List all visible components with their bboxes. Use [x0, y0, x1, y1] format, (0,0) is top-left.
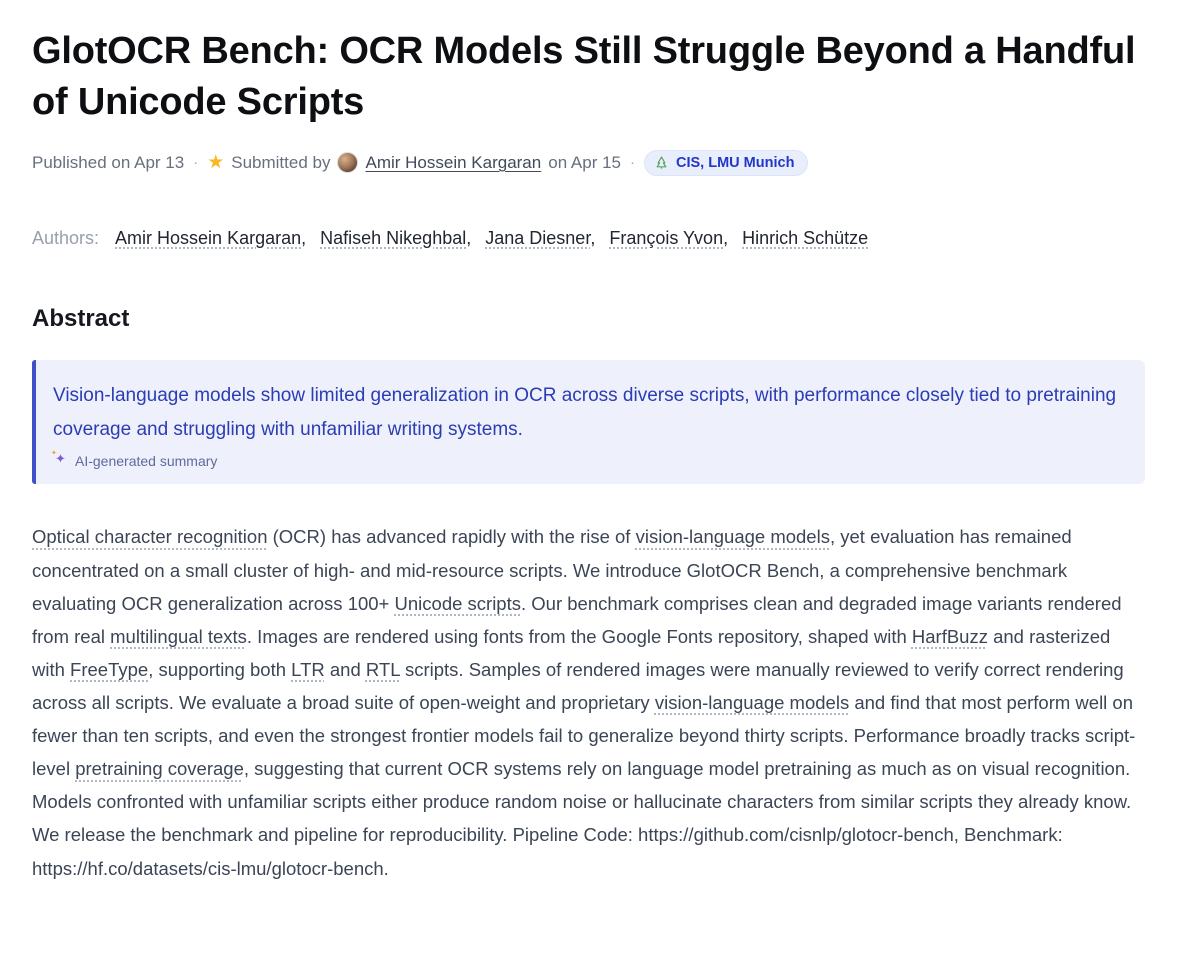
org-badge[interactable]: CIS, LMU Munich [644, 149, 809, 176]
text-segment: and find that most perform well on fewer… [32, 691, 1136, 780]
text-segment: and [324, 658, 366, 680]
text-segment: . Our benchmark comprises clean and degr… [32, 592, 1122, 647]
ai-summary-box: Vision-language models show limited gene… [32, 359, 1145, 485]
author-link[interactable]: Jana Diesner [485, 227, 591, 248]
author-link[interactable]: Amir Hossein Kargaran [115, 227, 302, 248]
submitted-by-label: Submitted by [231, 152, 331, 172]
linked-term[interactable]: LTR [291, 658, 325, 680]
linked-term[interactable]: vision-language models [635, 526, 830, 548]
meta-row: Published on Apr 13 · ★ Submitted by Ami… [32, 149, 1152, 176]
author-link[interactable]: François Yvon [609, 227, 724, 248]
text-segment: (OCR) has advanced rapidly with the rise… [267, 526, 636, 548]
published-text: Published on Apr 13 [32, 152, 185, 172]
star-icon: ★ [207, 152, 225, 174]
text-segment: , supporting both [148, 658, 292, 680]
authors-label: Authors: [32, 227, 100, 248]
tree-icon [654, 155, 669, 170]
author-link[interactable]: Hinrich Schütze [742, 227, 869, 248]
text-segment: scripts. Samples of rendered images were… [32, 658, 1124, 713]
abstract-body: Optical character recognition (OCR) has … [32, 520, 1148, 884]
sparkle-icon: ✦ ✦ [51, 449, 66, 466]
avatar[interactable] [337, 152, 359, 174]
linked-term[interactable]: pretraining coverage [75, 758, 244, 780]
text-segment: and rasterized with [32, 625, 1111, 680]
ai-summary-label-row: ✦ ✦ AI-generated summary [51, 449, 1119, 470]
published-date: Apr 13 [134, 152, 185, 172]
author-separator: , [590, 227, 601, 248]
org-badge-label: CIS, LMU Munich [676, 154, 795, 171]
linked-term[interactable]: HarfBuzz [911, 625, 988, 647]
author-separator: , [723, 227, 734, 248]
text-segment: , yet evaluation has remained concentrat… [32, 526, 1072, 614]
author-link[interactable]: Nafiseh Nikeghbal [320, 227, 467, 248]
author-separator: , [466, 227, 477, 248]
linked-term[interactable]: FreeType [70, 658, 149, 680]
linked-term[interactable]: multilingual texts [110, 625, 247, 647]
text-segment: . Images are rendered using fonts from t… [246, 625, 912, 647]
authors-row: Authors: Amir Hossein Kargaran, Nafiseh N… [32, 228, 1152, 249]
authors-list: Amir Hossein Kargaran, Nafiseh Nikeghbal… [115, 228, 868, 248]
linked-term[interactable]: Unicode scripts [394, 592, 521, 614]
ai-summary-text: Vision-language models show limited gene… [53, 384, 1117, 440]
dot-separator: · [193, 154, 199, 172]
abstract-heading: Abstract [32, 304, 130, 332]
paper-page: GlotOCR Bench: OCR Models Still Struggle… [32, 30, 1152, 884]
dot-separator: · [630, 154, 636, 172]
submitted-date: on Apr 15 [548, 152, 622, 172]
submitter-link[interactable]: Amir Hossein Kargaran [365, 152, 542, 172]
linked-term[interactable]: RTL [365, 658, 400, 680]
page-title: GlotOCR Bench: OCR Models Still Struggle… [32, 30, 1136, 123]
text-segment: , suggesting that current OCR systems re… [32, 758, 1132, 879]
author-separator: , [301, 227, 312, 248]
linked-term[interactable]: Optical character recognition [32, 526, 268, 548]
linked-term[interactable]: vision-language models [654, 691, 850, 713]
ai-generated-label: AI-generated summary [75, 453, 218, 470]
